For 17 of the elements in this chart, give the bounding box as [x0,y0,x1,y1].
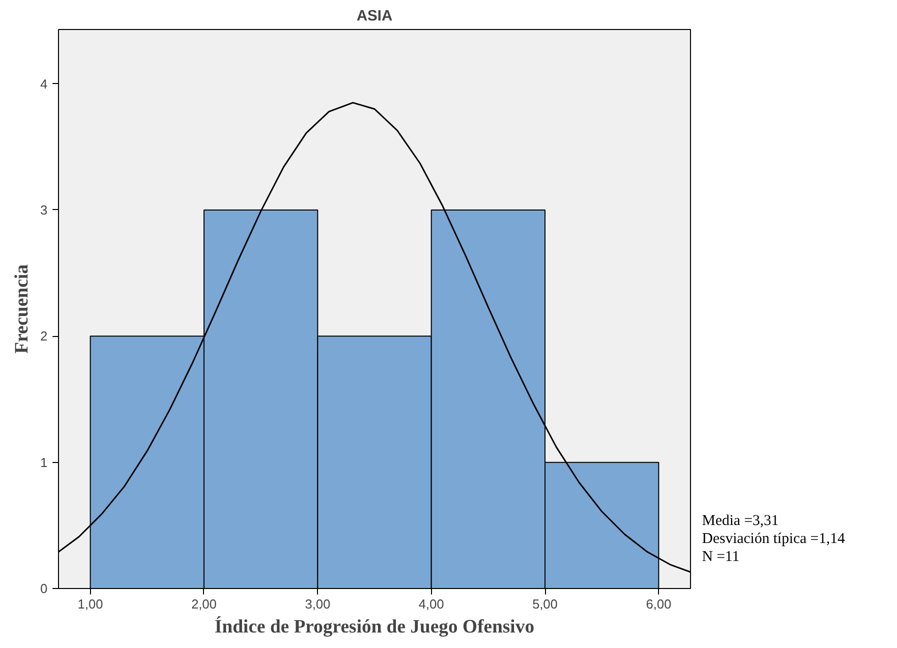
x-tick-label: 2,00 [191,596,217,612]
y-tick-label: 1 [40,454,48,470]
text: Desviación típica =1,14 [702,531,846,547]
x-tick-label: 5,00 [532,596,558,612]
chart-title: ASIA [356,8,393,24]
x-tick-label: 3,00 [305,596,330,612]
x-axis-title: Índice de Progresión de Juego Ofensivo [214,616,534,638]
x-tick-label: 1,00 [78,596,103,612]
y-axis-title: Frecuencia [11,264,32,354]
y-tick-label: 4 [40,76,48,92]
text: Media =3,31 [702,513,779,529]
text: N =11 [702,549,740,565]
y-tick-label: 0 [40,581,48,596]
x-tick-label: 4,00 [418,596,444,612]
y-tick-label: 3 [40,202,48,218]
x-tick-label: 6,00 [646,596,672,612]
y-tick-label: 2 [40,328,48,344]
